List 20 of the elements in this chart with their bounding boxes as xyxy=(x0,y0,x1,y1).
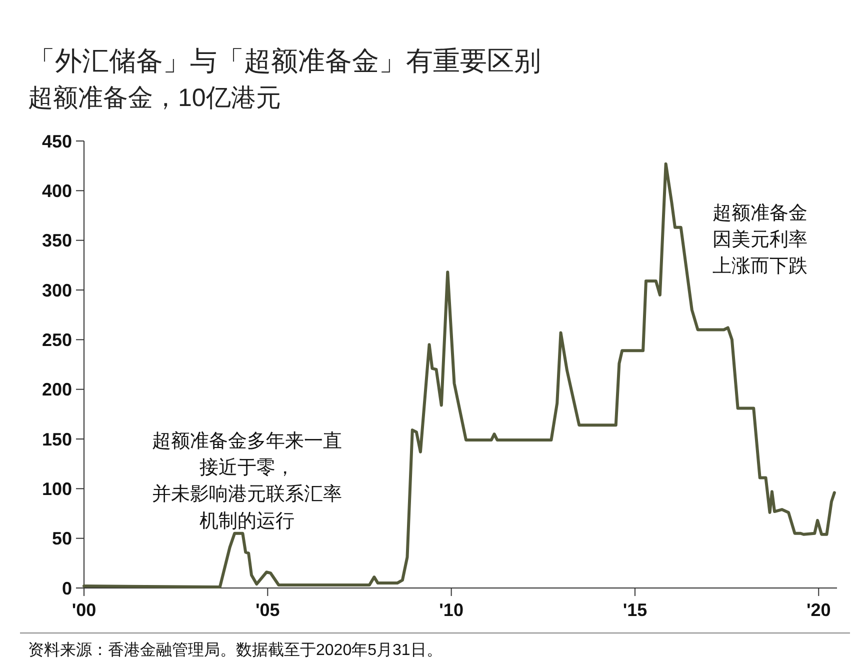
y-tick-label: 200 xyxy=(42,380,72,400)
y-tick-label: 400 xyxy=(42,180,72,201)
chart-title: 「外汇储备」与「超额准备金」有重要区别 xyxy=(28,46,541,76)
x-tick-label: '15 xyxy=(622,600,648,620)
y-tick-label: 450 xyxy=(42,131,72,152)
chart-subtitle: 超额准备金，10亿港元 xyxy=(28,84,281,112)
annotation: 超额准备金多年来一直接近于零，并未影响港元联系汇率机制的运行 xyxy=(152,430,342,532)
y-tick-label: 300 xyxy=(42,280,72,300)
y-tick-label: 150 xyxy=(42,429,72,450)
y-tick-label: 250 xyxy=(42,330,72,350)
x-tick-label: '10 xyxy=(439,600,464,620)
annotation: 超额准备金因美元利率上涨而下跌 xyxy=(712,202,808,278)
x-tick-label: '05 xyxy=(256,600,280,620)
x-tick-label: '20 xyxy=(806,600,831,620)
text: 资料来源：香港金融管理局。数据截至于2020年5月31日。 xyxy=(28,641,442,659)
y-tick-label: 0 xyxy=(62,578,72,598)
y-tick-label: 100 xyxy=(42,478,72,499)
y-tick-label: 50 xyxy=(52,528,72,549)
x-tick-label: '00 xyxy=(72,600,96,620)
y-tick-label: 350 xyxy=(42,230,72,251)
